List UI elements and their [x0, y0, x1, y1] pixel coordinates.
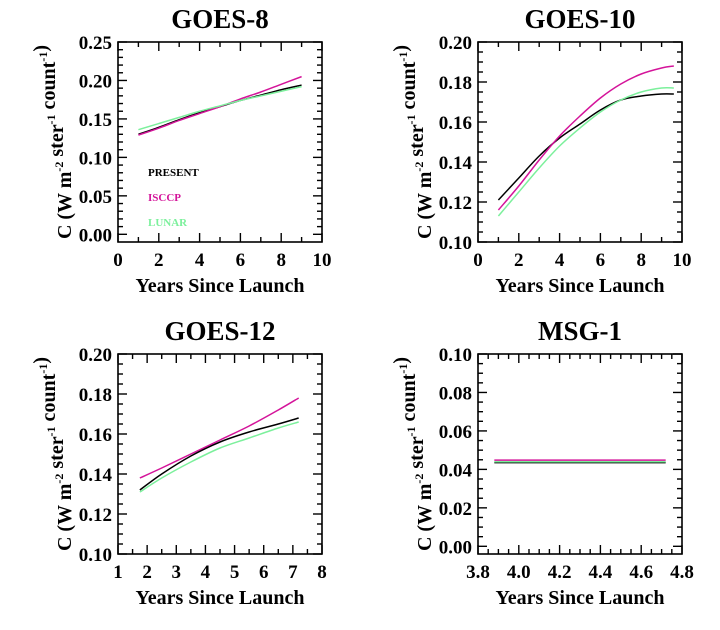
y-tick-label: 0.06 [439, 422, 472, 443]
x-tick-label: 8 [636, 250, 646, 271]
series-line-present [139, 417, 299, 491]
x-tick-label: 7 [288, 562, 298, 583]
x-tick-label: 4 [555, 250, 565, 271]
x-tick-label: 10 [313, 250, 332, 271]
panel-title: MSG-1 [538, 316, 622, 346]
panel-goes-12: GOES-12 1 2 3 4 5 6 7 8 0.10 0.12 0.14 0.16 0.18 0.20 Y… [30, 316, 327, 609]
x-tick-label: 6 [236, 250, 246, 271]
x-tick-label: 4 [195, 250, 205, 271]
y-tick-label: 0.25 [79, 33, 112, 54]
y-tick-label: 0.04 [439, 460, 473, 481]
panel-title: GOES-12 [164, 316, 275, 346]
x-tick-label: 2 [142, 562, 152, 583]
y-tick-label: 0.12 [79, 505, 112, 526]
y-tick-label: 0.05 [79, 187, 112, 208]
series-line-lunar [139, 421, 299, 493]
x-tick-label: 4.6 [629, 562, 653, 583]
x-tick-label: 8 [317, 562, 327, 583]
plot-frame [477, 353, 683, 555]
y-tick-label: 0.18 [79, 385, 112, 406]
y-tick-label: 0.10 [439, 345, 472, 366]
x-tick-label: 8 [276, 250, 286, 271]
x-axis-label: Years Since Launch [496, 587, 665, 609]
y-axis-label: C (W m-2 ster-1 count-1) [30, 45, 76, 239]
x-axis-label: Years Since Launch [136, 587, 305, 609]
series-line-isccp [139, 397, 300, 479]
y-tick-label: 0.14 [439, 153, 473, 174]
series-line-isccp [497, 65, 674, 211]
y-tick-label: 0.02 [439, 499, 472, 520]
x-tick-label: 0 [473, 250, 483, 271]
y-tick-label: 0.18 [439, 73, 472, 94]
y-axis-label: C (W m-2 ster-1 count-1) [390, 357, 436, 551]
plot-frame [117, 41, 323, 243]
y-tick-label: 0.16 [79, 425, 112, 446]
legend-entry-isccp: ISCCP [148, 192, 181, 204]
x-tick-label: 6 [596, 250, 606, 271]
x-axis-label: Years Since Launch [136, 275, 305, 297]
series-line-lunar [497, 86, 674, 217]
x-tick-label: 6 [259, 562, 269, 583]
y-axis-label: C (W m-2 ster-1 count-1) [390, 45, 436, 239]
x-tick-label: 3 [172, 562, 182, 583]
panel-goes-8: GOES-8 0 2 4 6 8 10 0.00 0.05 0.10 0.15 0.20 0.25 Yea… [30, 4, 332, 297]
panel-title: GOES-10 [524, 4, 635, 34]
x-tick-label: 2 [154, 250, 164, 271]
x-tick-label: 5 [230, 562, 240, 583]
x-tick-label: 10 [673, 250, 692, 271]
y-tick-label: 0.16 [439, 113, 472, 134]
series-line-present [497, 93, 674, 201]
x-tick-label: 3.8 [466, 562, 490, 583]
y-tick-label: 0.08 [439, 383, 472, 404]
x-tick-label: 2 [514, 250, 524, 271]
x-tick-label: 4.4 [589, 562, 613, 583]
y-tick-label: 0.20 [79, 71, 112, 92]
plot-frame [477, 41, 683, 243]
x-tick-label: 4.8 [670, 562, 694, 583]
y-tick-label: 0.10 [79, 545, 112, 566]
x-tick-label: 4.0 [507, 562, 531, 583]
x-tick-label: 4.2 [548, 562, 572, 583]
x-tick-label: 4 [201, 562, 211, 583]
plot-frame [117, 353, 323, 555]
y-tick-label: 0.15 [79, 110, 112, 131]
y-tick-label: 0.12 [439, 193, 472, 214]
y-tick-label: 0.10 [79, 148, 112, 169]
y-tick-label: 0.20 [439, 33, 472, 54]
x-tick-label: 1 [113, 562, 123, 583]
y-tick-label: 0.00 [439, 537, 472, 558]
panel-title: GOES-8 [171, 4, 269, 34]
y-tick-label: 0.00 [79, 225, 112, 246]
y-tick-label: 0.10 [439, 233, 472, 254]
panel-goes-10: GOES-10 0 2 4 6 8 10 0.10 0.12 0.14 0.16 0.18 0.20 Ye… [390, 4, 692, 297]
legend-entry-lunar: LUNAR [148, 217, 188, 229]
y-tick-label: 0.14 [79, 465, 113, 486]
panel-msg-1: MSG-1 3.8 4.0 4.2 4.4 4.6 4.8 0.00 0.02 0.04 0.06 0… [390, 316, 694, 609]
y-axis-label: C (W m-2 ster-1 count-1) [30, 357, 76, 551]
legend-entry-present: PRESENT [148, 167, 199, 179]
y-tick-label: 0.20 [79, 345, 112, 366]
x-tick-label: 0 [113, 250, 123, 271]
series-line-lunar [138, 85, 302, 131]
x-axis-label: Years Since Launch [496, 275, 665, 297]
